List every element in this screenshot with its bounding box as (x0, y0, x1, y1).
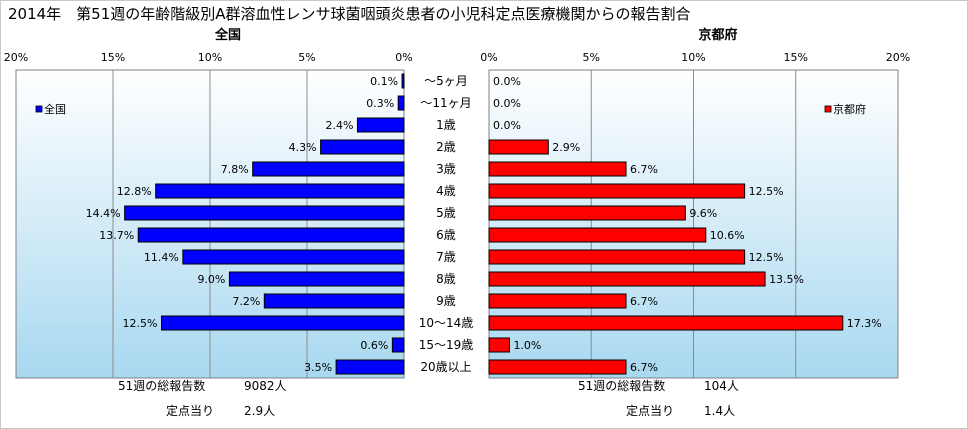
chart-title: 2014年 第51週の年齢階級別A群溶血性レンサ球菌咽頭炎患者の小児科定点医療機… (8, 5, 691, 23)
data-label: 6.7% (630, 163, 658, 176)
category-label: 10～14歳 (419, 316, 474, 330)
data-label: 3.5% (304, 361, 332, 374)
data-label: 6.7% (630, 361, 658, 374)
footer-value: 104人 (704, 379, 739, 393)
x-tick-label: 10% (198, 51, 222, 64)
data-label: 0.0% (493, 97, 521, 110)
bar (155, 183, 405, 199)
footer-label: 51週の総報告数 (118, 378, 205, 393)
data-label: 13.5% (769, 273, 804, 286)
category-label: 5歳 (436, 206, 456, 220)
bar (488, 359, 627, 375)
bar (391, 337, 405, 353)
footer-label: 51週の総報告数 (578, 378, 665, 393)
bar (124, 205, 405, 221)
category-label: 4歳 (436, 184, 456, 198)
legend-label: 京都府 (833, 102, 866, 116)
bar (356, 117, 405, 133)
bar (401, 73, 405, 89)
data-label: 12.5% (749, 185, 784, 198)
data-label: 12.5% (123, 317, 158, 330)
data-label: 2.4% (325, 119, 353, 132)
category-label: 6歳 (436, 228, 456, 242)
data-label: 0.0% (493, 119, 521, 132)
x-tick-label: 20% (886, 51, 910, 64)
x-tick-label: 15% (101, 51, 125, 64)
footer-value: 9082人 (244, 379, 287, 393)
bar (488, 337, 510, 353)
footer-value: 1.4人 (704, 404, 735, 418)
bar (161, 315, 405, 331)
bar (335, 359, 405, 375)
category-label: 15～19歳 (419, 338, 474, 352)
legend-swatch (35, 105, 43, 113)
category-label: 7歳 (436, 250, 456, 264)
data-label: 14.4% (86, 207, 121, 220)
panel-title: 全国 (214, 27, 241, 43)
bar (137, 227, 405, 243)
data-label: 0.1% (370, 75, 398, 88)
category-label: 9歳 (436, 294, 456, 308)
x-tick-label: 15% (784, 51, 808, 64)
category-label: 3歳 (436, 162, 456, 176)
data-label: 6.7% (630, 295, 658, 308)
bar (320, 139, 405, 155)
footer-value: 2.9人 (244, 404, 275, 418)
bar (488, 205, 686, 221)
bar (182, 249, 405, 265)
data-label: 0.6% (360, 339, 388, 352)
bar (488, 249, 746, 265)
data-label: 0.0% (493, 75, 521, 88)
data-label: 0.3% (366, 97, 394, 110)
category-label: ～5ヶ月 (424, 74, 468, 88)
data-label: 17.3% (847, 317, 882, 330)
legend-label: 全国 (44, 102, 66, 116)
bar (488, 183, 746, 199)
x-tick-label: 0% (480, 51, 497, 64)
category-label: 20歳以上 (420, 360, 471, 374)
bar (488, 139, 549, 155)
x-tick-label: 10% (681, 51, 705, 64)
footer-label: 定点当り (166, 403, 214, 418)
data-label: 2.9% (552, 141, 580, 154)
bar (488, 227, 707, 243)
footer-label: 定点当り (626, 403, 674, 418)
data-label: 13.7% (99, 229, 134, 242)
data-label: 7.8% (221, 163, 249, 176)
data-label: 9.0% (197, 273, 225, 286)
bar (488, 293, 627, 309)
x-tick-label: 0% (395, 51, 412, 64)
bar (488, 315, 844, 331)
data-label: 9.6% (689, 207, 717, 220)
bar (252, 161, 405, 177)
x-tick-label: 5% (298, 51, 315, 64)
panel-title: 京都府 (698, 27, 737, 43)
bar (488, 161, 627, 177)
legend-swatch (824, 105, 832, 113)
bar (228, 271, 405, 287)
bar (263, 293, 405, 309)
data-label: 7.2% (232, 295, 260, 308)
category-label: ～11ヶ月 (420, 96, 471, 110)
bar (397, 95, 405, 111)
category-label: 1歳 (436, 118, 456, 132)
data-label: 10.6% (710, 229, 745, 242)
data-label: 4.3% (289, 141, 317, 154)
x-tick-label: 5% (583, 51, 600, 64)
data-label: 1.0% (513, 339, 541, 352)
data-label: 12.5% (749, 251, 784, 264)
bar (488, 271, 766, 287)
data-label: 11.4% (144, 251, 179, 264)
category-label: 2歳 (436, 140, 456, 154)
data-label: 12.8% (117, 185, 152, 198)
x-tick-label: 20% (4, 51, 28, 64)
category-label: 8歳 (436, 272, 456, 286)
